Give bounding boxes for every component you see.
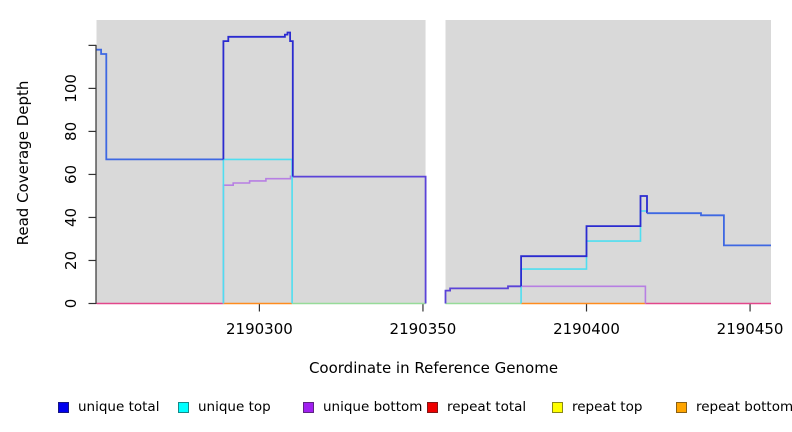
no-data-gap-band (425, 19, 446, 305)
legend-swatch-repeat-total (427, 402, 438, 413)
series-segment-unique-total-peak (222, 31, 294, 177)
series-segment-unique-bottom-right (521, 285, 647, 304)
y-tick-label: 100 (62, 74, 80, 103)
y-tick-label: 0 (62, 299, 80, 309)
x-tick-label: 2190300 (226, 320, 293, 338)
x-tick-label: 2190450 (717, 320, 784, 338)
legend-label: unique bottom (323, 399, 423, 415)
series-segment-total-bottom-merged-postgap (444, 285, 522, 304)
x-tick-label: 2190400 (553, 320, 620, 338)
y-tick-label: 80 (62, 122, 80, 141)
legend-label: repeat top (572, 399, 643, 415)
legend-label: repeat bottom (696, 399, 792, 415)
legend-item-repeat-bottom: repeat bottom (676, 399, 792, 415)
legend-swatch-unique-bottom (303, 402, 314, 413)
legend-item-unique-total: unique total (58, 399, 160, 415)
series-segment-unique-total-steps-right (520, 195, 648, 287)
x-tick-label: 2190350 (390, 320, 457, 338)
legend-label: repeat total (447, 399, 527, 415)
legend-item-repeat-total: repeat total (427, 399, 527, 415)
series-segment-total-bottom-merged-mid (292, 175, 427, 304)
series-segment-unique-bottom-peak (222, 175, 292, 304)
series-segment-unique-total-right (647, 212, 771, 247)
series-segment-unique-top-peak (222, 158, 293, 304)
legend-item-unique-top: unique top (178, 399, 271, 415)
y-tick-label: 20 (62, 251, 80, 270)
legend-item-repeat-top: repeat top (552, 399, 643, 415)
legend-label: unique total (78, 399, 160, 415)
legend-label: unique top (198, 399, 271, 415)
legend-swatch-repeat-bottom (676, 402, 687, 413)
legend-item-unique-bottom: unique bottom (303, 399, 423, 415)
legend-swatch-repeat-top (552, 402, 563, 413)
legend-swatch-unique-total (58, 402, 69, 413)
y-tick-label: 40 (62, 208, 80, 227)
y-axis-title: Read Coverage Depth (14, 80, 32, 246)
series-segment-unique-total-left (96, 48, 224, 161)
y-tick-label: 60 (62, 165, 80, 184)
x-axis-title: Coordinate in Reference Genome (308, 359, 559, 377)
legend-swatch-unique-top (178, 402, 189, 413)
plot-canvas: 0 20 40 60 80 100 2190300 2190350 2190400 2190450 (62, 19, 784, 338)
